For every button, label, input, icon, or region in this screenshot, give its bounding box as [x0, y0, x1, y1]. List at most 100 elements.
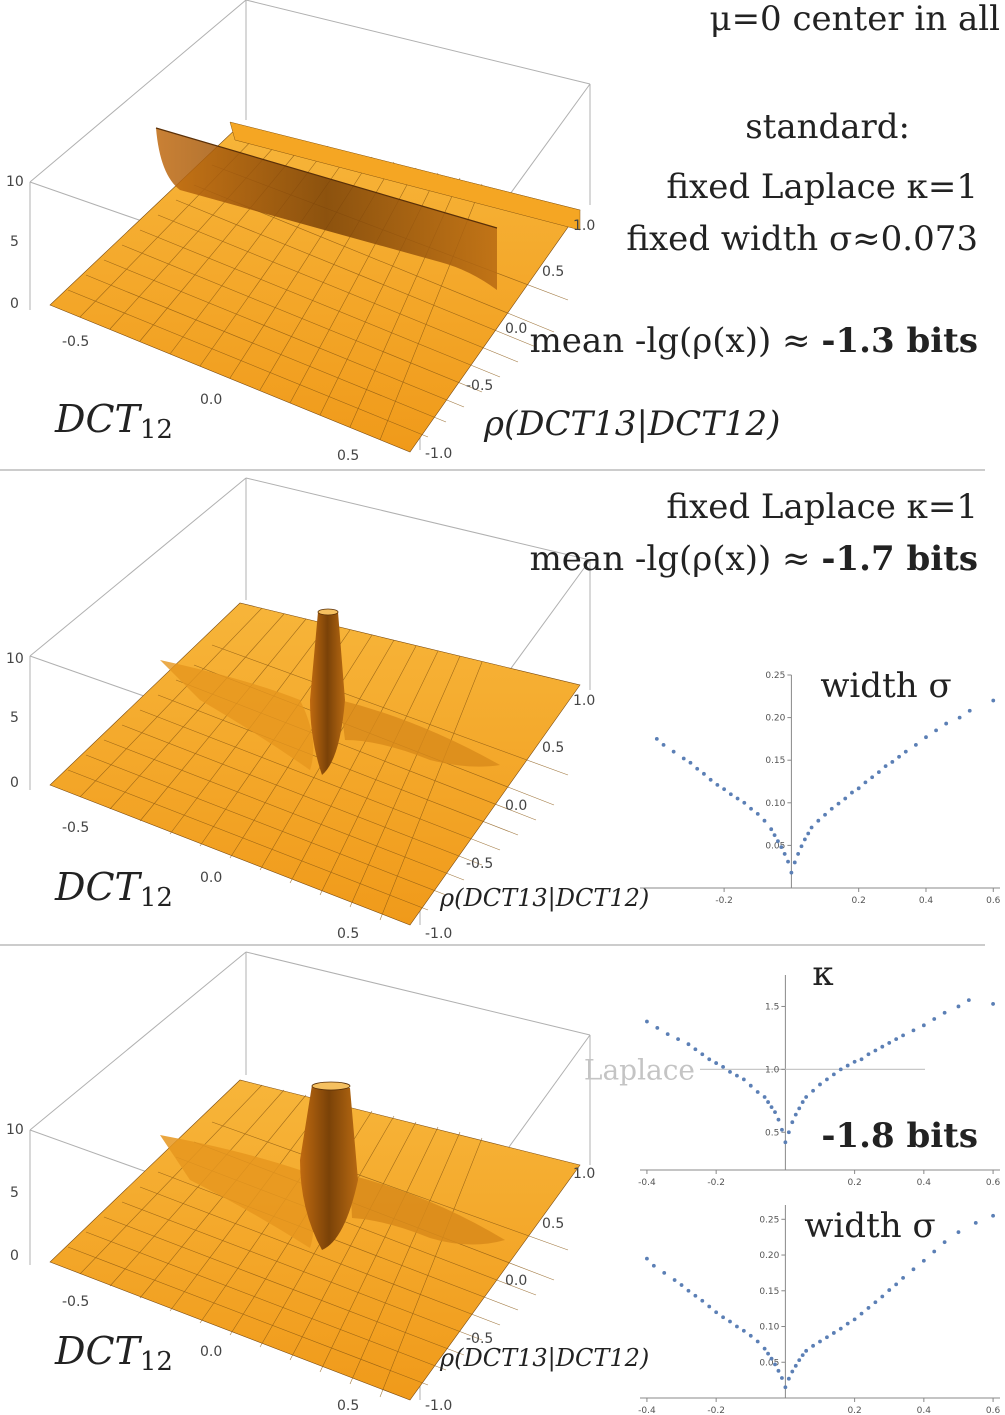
- data-point: [825, 1077, 829, 1082]
- data-point: [831, 1331, 836, 1335]
- data-point: [693, 1047, 698, 1052]
- data-point: [825, 1335, 829, 1340]
- data-point: [645, 1256, 649, 1261]
- data-point: [686, 1288, 691, 1293]
- x-tick: 0.5: [337, 926, 359, 942]
- x-tick-label: 0.2: [852, 896, 866, 906]
- data-point: [786, 1130, 791, 1135]
- data-point: [903, 749, 908, 754]
- y-tick-label: 0.10: [759, 1323, 779, 1333]
- data-point: [800, 1353, 805, 1358]
- data-point: [735, 1073, 739, 1078]
- data-point: [671, 749, 676, 754]
- data-point: [870, 775, 875, 780]
- data-point: [789, 870, 794, 875]
- data-point: [897, 754, 901, 759]
- y-tick: -0.5: [466, 378, 493, 394]
- data-point: [755, 811, 760, 816]
- data-point: [707, 1057, 712, 1062]
- y-axis-label: ρ(DCT13|DCT12): [483, 404, 780, 444]
- data-point: [850, 790, 854, 795]
- data-point: [818, 1339, 822, 1344]
- data-point: [715, 783, 720, 787]
- data-point: [956, 1230, 961, 1235]
- scatter-width-sigma-panel2: -0.2 0.2 0.4 0.6 0.05 0.10 0.15 0.20 0.25 width σ: [640, 666, 1001, 906]
- data-point: [721, 1064, 725, 1069]
- data-point: [944, 721, 949, 726]
- panel1-line: fixed Laplace κ=1: [666, 167, 978, 207]
- y-tick: 0.5: [542, 264, 564, 280]
- y-tick: 0.5: [542, 1216, 564, 1232]
- data-point: [942, 1240, 947, 1245]
- data-point: [776, 1117, 781, 1122]
- data-point: [679, 1283, 684, 1287]
- scatter-width-sigma-panel3: -0.4 -0.2 0.2 0.4 0.6 0.05 0.10 0.15 0.20 0.25 wid…: [638, 1205, 1000, 1415]
- data-point: [695, 766, 700, 771]
- data-point: [880, 1044, 885, 1049]
- data-point: [913, 742, 918, 747]
- x-tick-label: -0.4: [638, 1178, 656, 1188]
- chart-title: κ: [812, 954, 833, 994]
- data-point: [836, 801, 841, 806]
- data-point: [966, 998, 971, 1003]
- data-point: [967, 708, 972, 713]
- data-point: [792, 860, 797, 865]
- data-point: [956, 1004, 961, 1009]
- data-point: [924, 735, 928, 740]
- data-point: [894, 1037, 899, 1042]
- data-point: [769, 827, 774, 832]
- data-point: [838, 1067, 843, 1072]
- x-axis-label: DCT12: [54, 865, 173, 913]
- surface-plot-1: 10 5 0 -0.5 0.0 0.5 1.0 0.5 0.0 -0.5 -1.…: [6, 0, 780, 464]
- data-point: [721, 1315, 725, 1320]
- data-point: [755, 1339, 760, 1344]
- data-point: [688, 760, 693, 765]
- data-point: [776, 839, 780, 844]
- data-point: [700, 1298, 705, 1303]
- data-point: [859, 1057, 864, 1062]
- data-point: [780, 1127, 784, 1132]
- data-point: [714, 1310, 719, 1315]
- data-point: [804, 1348, 809, 1353]
- data-point: [880, 1294, 885, 1299]
- data-point: [790, 1369, 795, 1374]
- x-tick: 0.5: [337, 448, 359, 464]
- data-point: [686, 1042, 691, 1047]
- data-point: [911, 1267, 916, 1272]
- x-tick: 0.0: [200, 1344, 222, 1360]
- data-point: [776, 1368, 781, 1373]
- data-point: [762, 1346, 767, 1351]
- data-point: [651, 1263, 656, 1268]
- panel3-mean: -1.8 bits: [821, 1116, 978, 1156]
- data-point: [766, 1100, 770, 1104]
- data-point: [762, 818, 767, 823]
- x-tick: -0.5: [62, 820, 89, 836]
- y-tick-label: 0.10: [765, 799, 785, 809]
- data-point: [676, 1037, 680, 1042]
- z-tick: 10: [6, 651, 24, 667]
- z-tick: 10: [6, 1122, 24, 1138]
- data-point: [728, 1069, 732, 1074]
- data-point: [873, 1048, 878, 1053]
- x-tick-label: 0.6: [986, 896, 1001, 906]
- data-point: [799, 844, 804, 849]
- y-tick: 0.0: [505, 798, 527, 814]
- x-tick: 0.5: [337, 1398, 359, 1414]
- data-point: [749, 806, 753, 811]
- data-point: [661, 742, 666, 747]
- data-point: [932, 1017, 937, 1021]
- data-point: [800, 1100, 805, 1104]
- data-point: [863, 780, 868, 785]
- data-point: [991, 698, 996, 703]
- data-point: [811, 1343, 815, 1348]
- data-point: [780, 1376, 784, 1380]
- data-point: [921, 1258, 926, 1263]
- y-axis-label: ρ(DCT13|DCT12): [439, 884, 649, 913]
- data-point: [748, 1333, 753, 1338]
- data-point: [991, 1002, 995, 1006]
- data-point: [790, 1120, 795, 1125]
- y-tick-label: 0.5: [765, 1128, 779, 1138]
- data-point: [741, 1328, 746, 1333]
- data-point: [802, 837, 807, 842]
